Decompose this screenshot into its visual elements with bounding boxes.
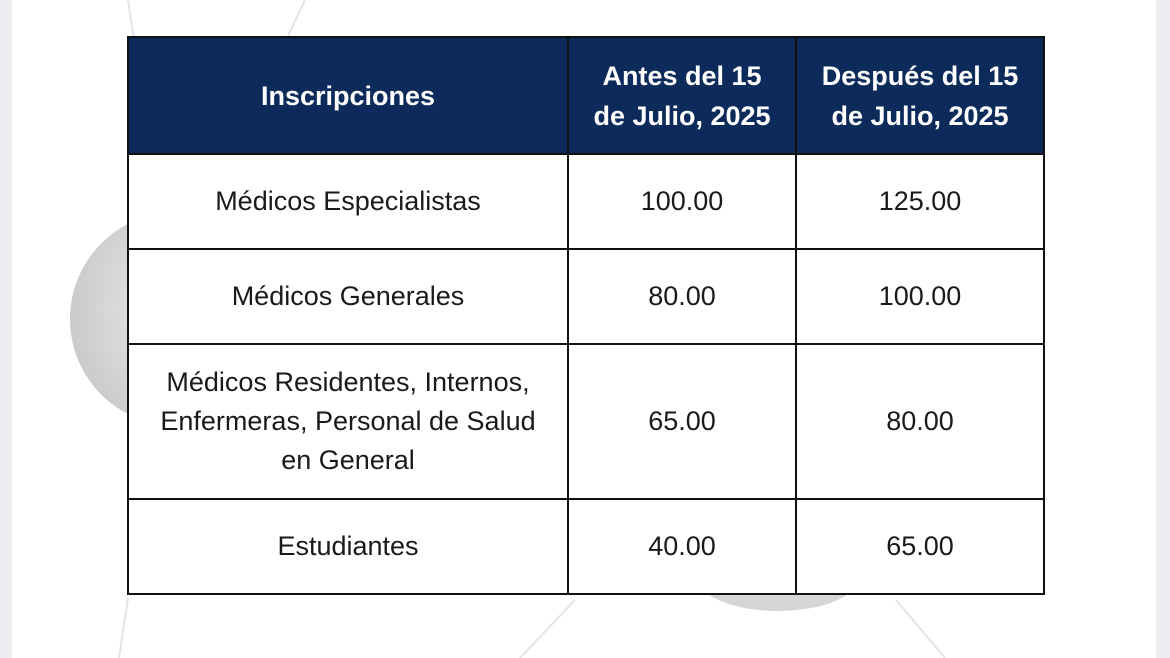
- category-cell: Estudiantes: [127, 498, 569, 595]
- category-cell: Médicos Generales: [127, 248, 569, 345]
- header-before-deadline: Antes del 15 de Julio, 2025: [567, 36, 797, 155]
- category-label-line2: Enfermeras, Personal de Salud: [160, 406, 536, 436]
- header-after-line2: de Julio, 2025: [831, 100, 1009, 131]
- table-row: Médicos Generales 80.00 100.00: [127, 248, 1045, 345]
- price-after-cell: 125.00: [795, 153, 1045, 250]
- price-before-cell: 65.00: [567, 343, 797, 500]
- table-header-row: Inscripciones Antes del 15 de Julio, 202…: [127, 36, 1045, 155]
- price-before-cell: 40.00: [567, 498, 797, 595]
- category-label: Médicos Especialistas: [215, 186, 481, 216]
- category-cell: Médicos Residentes, Internos, Enfermeras…: [127, 343, 569, 500]
- header-after-deadline: Después del 15 de Julio, 2025: [795, 36, 1045, 155]
- category-label: Estudiantes: [277, 531, 419, 561]
- category-label-line1: Médicos Residentes, Internos,: [166, 367, 530, 397]
- table-row: Médicos Residentes, Internos, Enfermeras…: [127, 343, 1045, 500]
- price-before-cell: 100.00: [567, 153, 797, 250]
- header-category-label: Inscripciones: [260, 80, 436, 111]
- header-after-line1: Después del 15: [821, 60, 1019, 91]
- registration-fee-table: Inscripciones Antes del 15 de Julio, 202…: [127, 36, 1045, 595]
- price-after-cell: 65.00: [795, 498, 1045, 595]
- category-label-line3: en General: [281, 445, 415, 475]
- price-after-cell: 80.00: [795, 343, 1045, 500]
- table-row: Médicos Especialistas 100.00 125.00: [127, 153, 1045, 250]
- header-before-line2: de Julio, 2025: [593, 100, 771, 131]
- price-after-cell: 100.00: [795, 248, 1045, 345]
- table-row: Estudiantes 40.00 65.00: [127, 498, 1045, 595]
- category-label: Médicos Generales: [231, 281, 465, 311]
- header-category: Inscripciones: [127, 36, 569, 155]
- price-before-cell: 80.00: [567, 248, 797, 345]
- header-before-line1: Antes del 15: [602, 60, 762, 91]
- category-cell: Médicos Especialistas: [127, 153, 569, 250]
